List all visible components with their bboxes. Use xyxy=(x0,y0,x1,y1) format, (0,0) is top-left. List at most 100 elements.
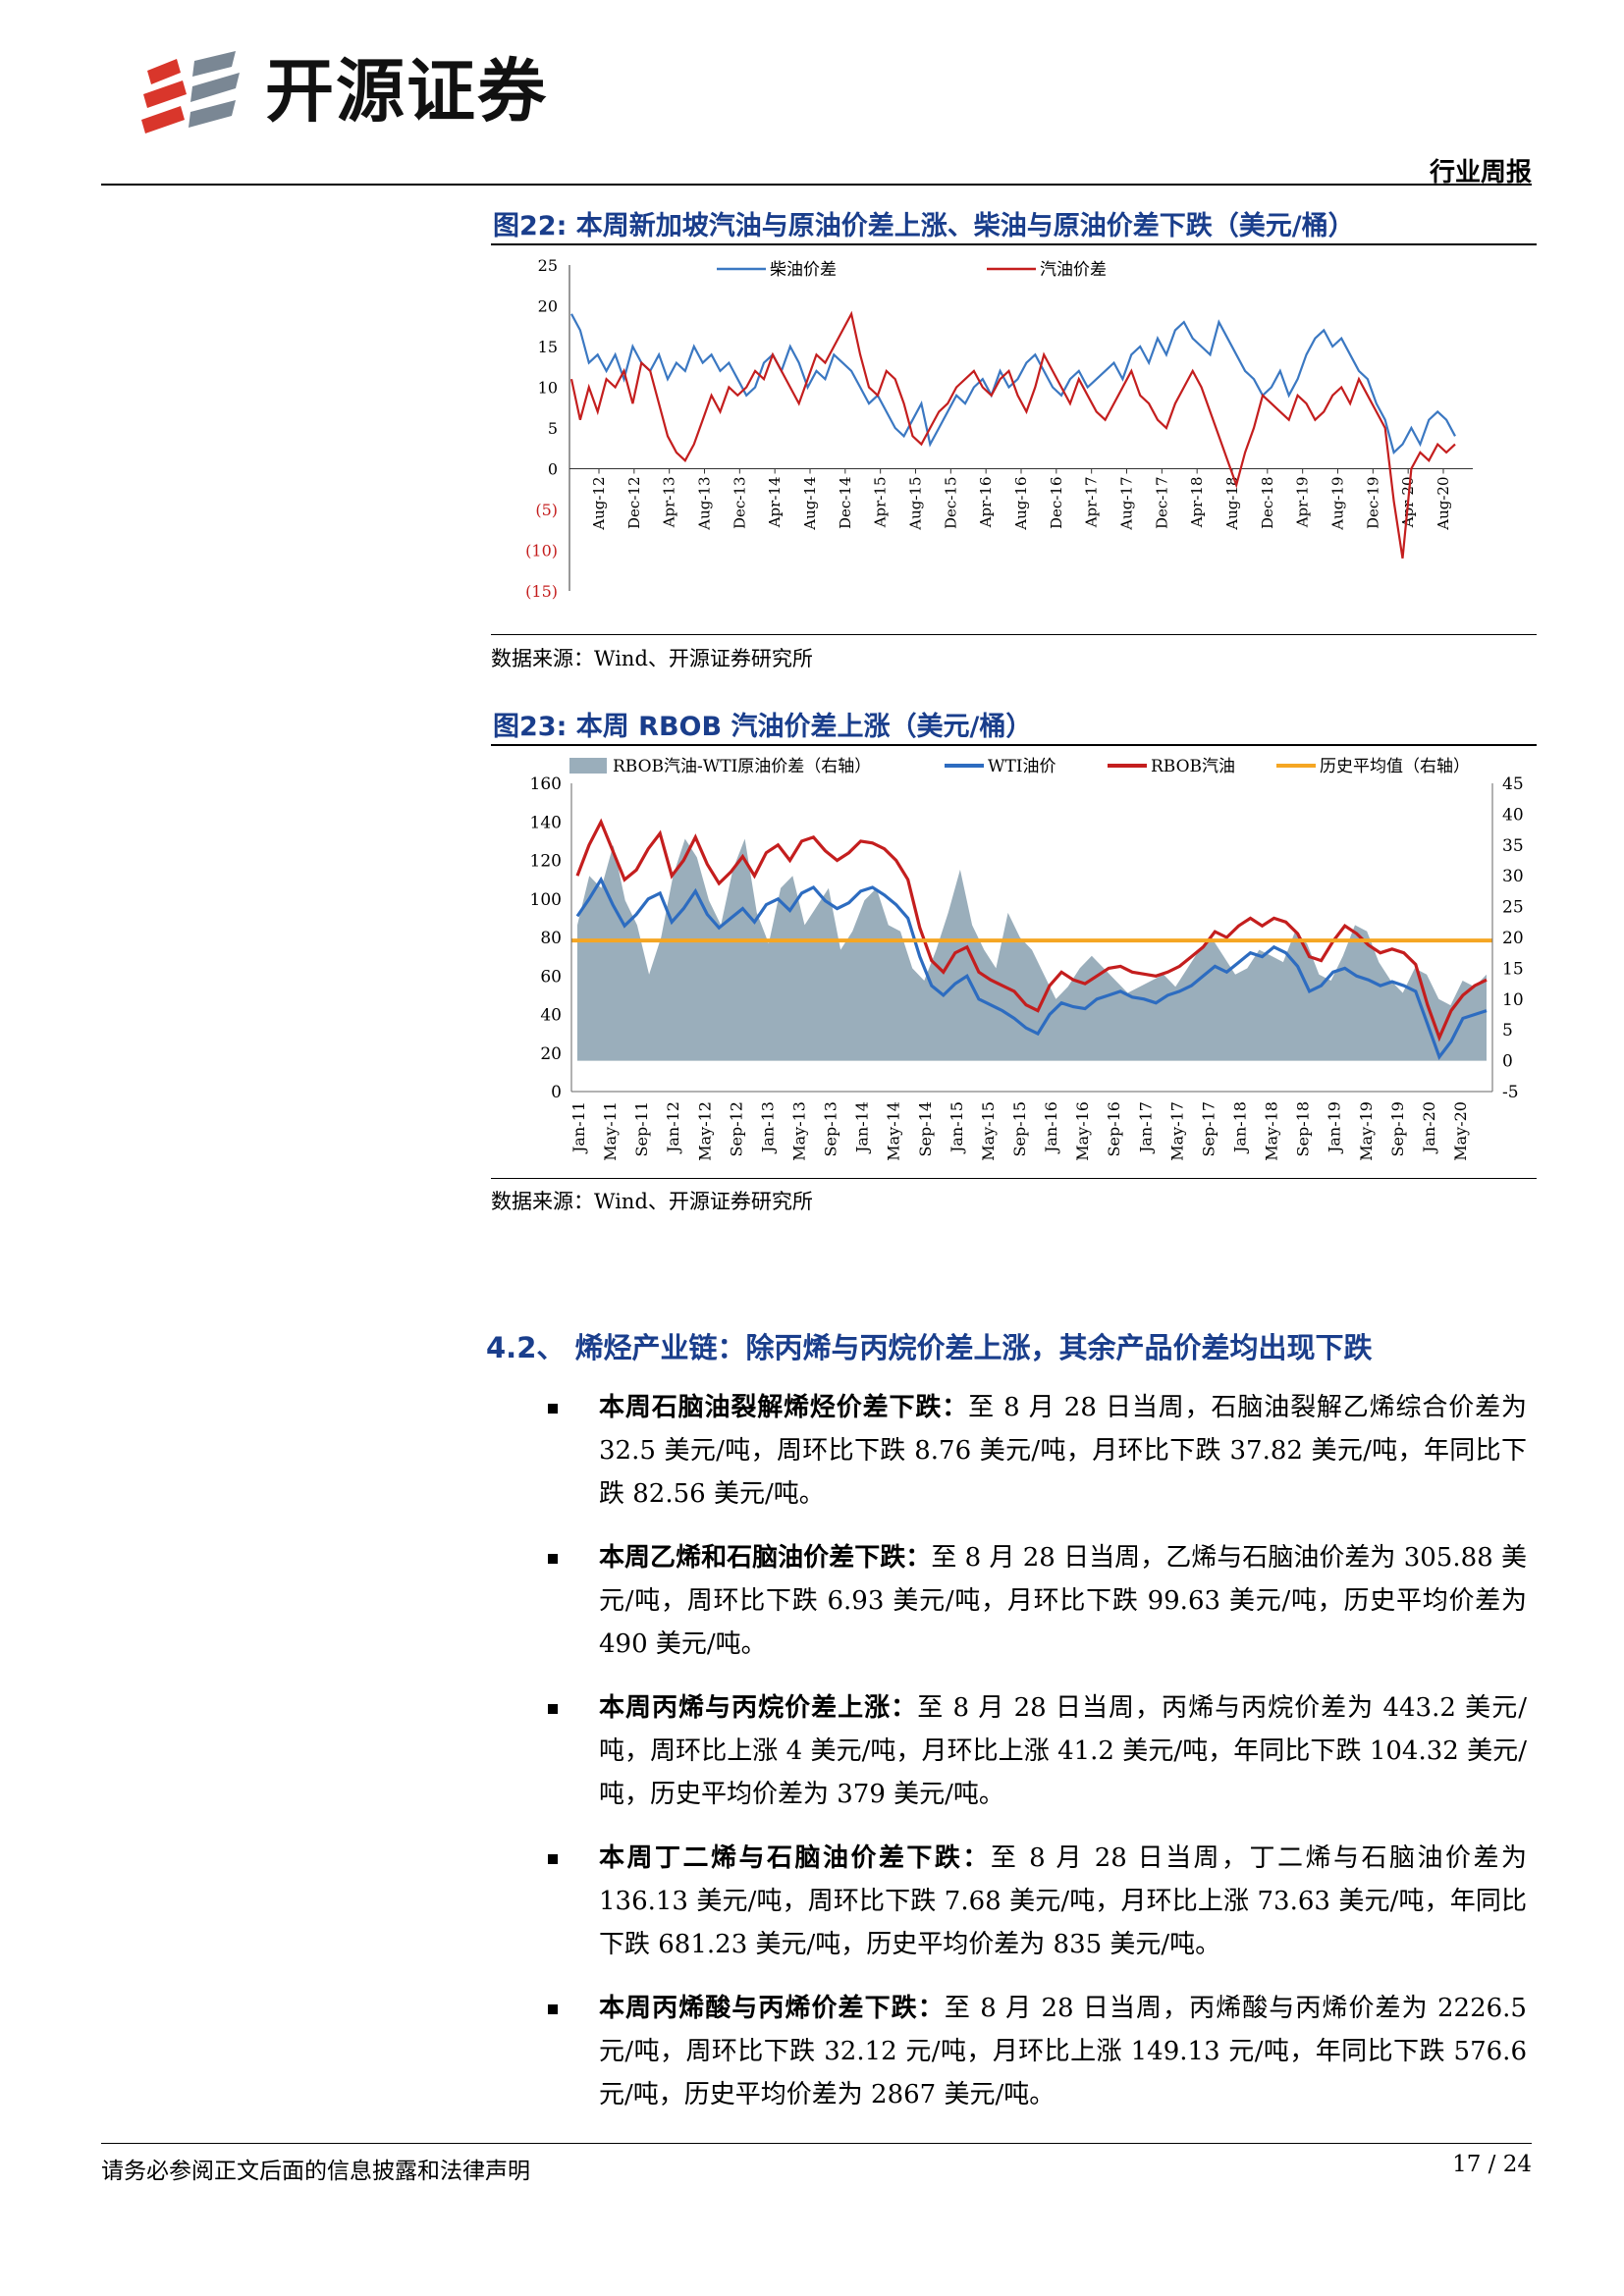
figure-23-top-rule xyxy=(491,744,1537,746)
section-heading: 4.2、 烯烃产业链：除丙烯与丙烷价差上涨，其余产品价差均出现下跌 xyxy=(486,1331,1373,1364)
y-tick-label: 0 xyxy=(548,460,558,479)
x-tick-label: May-19 xyxy=(1357,1101,1376,1161)
x-tick-label: Dec-12 xyxy=(625,477,643,529)
bullet-paragraph-3: 本周丙烯与丙烷价差上涨：至 8 月 28 日当周，丙烯与丙烷价差为 443.2 … xyxy=(599,1686,1527,1816)
y-tick-label: 25 xyxy=(538,256,558,275)
y-tick-label-left: 120 xyxy=(530,852,562,872)
x-tick-label: Sep-13 xyxy=(822,1101,840,1156)
legend-label: 历史平均值（右轴） xyxy=(1320,757,1470,776)
bullet-marker xyxy=(548,2004,558,2014)
y-tick-label-right: 45 xyxy=(1502,774,1524,794)
x-tick-label: Aug-16 xyxy=(1012,477,1030,531)
bullet-marker xyxy=(548,1554,558,1564)
x-tick-label: Aug-12 xyxy=(590,477,608,531)
y-tick-label-right: 5 xyxy=(1502,1021,1513,1041)
y-tick-label-right: -5 xyxy=(1502,1083,1519,1102)
x-tick-label: Jan-16 xyxy=(1042,1101,1060,1154)
figure-23-title: 图23: 本周 RBOB 汽油价差上涨（美元/桶） xyxy=(493,712,1033,742)
x-tick-label: Aug-20 xyxy=(1435,477,1452,531)
x-tick-label: Sep-14 xyxy=(916,1101,935,1156)
x-tick-label: Sep-18 xyxy=(1294,1101,1313,1156)
y-tick-label-right: 30 xyxy=(1502,867,1524,886)
legend-label: 汽油价差 xyxy=(1040,260,1107,280)
x-tick-label: May-20 xyxy=(1451,1101,1470,1161)
y-tick-label-right: 35 xyxy=(1502,836,1524,856)
x-tick-label: Aug-18 xyxy=(1223,477,1241,531)
x-tick-label: Aug-13 xyxy=(696,477,714,531)
x-tick-label: Sep-11 xyxy=(632,1101,651,1156)
bullet-5-text: 至 8 月 28 日当周，丙烯酸与丙烯价差为 2226.5 元/吨，周环比下跌 … xyxy=(599,1994,1527,2109)
x-tick-label: Jan-15 xyxy=(947,1101,966,1154)
x-tick-label: Aug-14 xyxy=(801,477,819,531)
x-tick-label: Apr-18 xyxy=(1188,477,1206,529)
y-tick-label: 10 xyxy=(538,379,558,398)
y-tick-label-right: 40 xyxy=(1502,805,1524,825)
legend-label: 柴油价差 xyxy=(770,260,837,280)
footer-divider xyxy=(101,2143,1532,2144)
x-tick-label: Sep-16 xyxy=(1105,1101,1123,1156)
x-tick-label: Jan-17 xyxy=(1136,1101,1155,1154)
x-tick-label: Jan-11 xyxy=(569,1101,588,1154)
bullet-paragraph-1: 本周石脑油裂解烯烃价差下跌：至 8 月 28 日当周，石脑油裂解乙烯综合价差为 … xyxy=(599,1386,1527,1516)
y-tick-label-left: 140 xyxy=(530,813,562,832)
bullet-paragraph-5: 本周丙烯酸与丙烯价差下跌：至 8 月 28 日当周，丙烯酸与丙烯价差为 2226… xyxy=(599,1987,1527,2116)
x-tick-label: Dec-18 xyxy=(1259,477,1276,529)
figure-22-top-rule xyxy=(491,243,1537,245)
x-tick-label: May-16 xyxy=(1073,1101,1092,1161)
x-tick-label: Apr-16 xyxy=(977,476,995,528)
y-tick-label: (10) xyxy=(525,542,558,561)
series-line-wti-price xyxy=(575,876,1488,1061)
brand-logo xyxy=(141,51,240,133)
x-tick-label: Aug-17 xyxy=(1118,477,1136,531)
y-tick-label-right: 20 xyxy=(1502,929,1524,948)
y-tick-label-left: 80 xyxy=(540,929,562,948)
y-tick-label-left: 60 xyxy=(540,967,562,987)
x-tick-label: Dec-19 xyxy=(1364,477,1381,529)
y-tick-label: 5 xyxy=(548,419,558,438)
bullet-5-lead: 本周丙烯酸与丙烯价差下跌： xyxy=(599,1994,945,2023)
report-type-label: 行业周报 xyxy=(1429,158,1532,187)
x-tick-label: Apr-13 xyxy=(661,477,678,529)
x-tick-label: Dec-17 xyxy=(1153,477,1170,529)
y-tick-label-left: 100 xyxy=(530,890,562,910)
y-tick-label-right: 0 xyxy=(1502,1052,1513,1072)
x-tick-label: May-18 xyxy=(1263,1101,1281,1161)
figure-22-title: 图22: 本周新加坡汽油与原油价差上涨、柴油与原油价差下跌（美元/桶） xyxy=(493,211,1355,241)
x-tick-label: Jan-14 xyxy=(853,1101,872,1154)
bullet-1-text: 至 8 月 28 日当周，石脑油裂解乙烯综合价差为 32.5 美元/吨，周环比下… xyxy=(599,1393,1527,1509)
x-tick-label: Dec-16 xyxy=(1048,477,1065,529)
bullet-3-text: 至 8 月 28 日当周，丙烯与丙烷价差为 443.2 美元/吨，周环比上涨 4… xyxy=(599,1693,1527,1809)
bullet-4-text: 至 8 月 28 日当周，丁二烯与石脑油价差为 136.13 美元/吨，周环比下… xyxy=(599,1843,1527,1959)
x-tick-label: Jan-20 xyxy=(1420,1101,1438,1154)
brand-name: 开源证券 xyxy=(265,51,548,132)
legend-label: WTI油价 xyxy=(988,757,1056,776)
y-tick-label-right: 25 xyxy=(1502,898,1524,918)
x-tick-label: Aug-15 xyxy=(907,477,925,531)
footer-disclaimer: 请务必参阅正文后面的信息披露和法律声明 xyxy=(101,2159,530,2184)
x-tick-label: Sep-12 xyxy=(727,1101,745,1156)
x-tick-label: Dec-13 xyxy=(731,477,748,529)
x-tick-label: Aug-19 xyxy=(1329,477,1347,531)
x-tick-label: Jan-13 xyxy=(758,1101,777,1154)
x-tick-label: May-15 xyxy=(979,1101,998,1161)
x-tick-label: Sep-19 xyxy=(1388,1101,1407,1156)
x-tick-label: May-13 xyxy=(790,1101,809,1161)
bullet-3-lead: 本周丙烯与丙烷价差上涨： xyxy=(599,1693,918,1723)
y-tick-label-left: 160 xyxy=(530,774,562,794)
figure-23-bottom-rule xyxy=(491,1178,1537,1179)
y-tick-label-left: 40 xyxy=(540,1006,562,1026)
figure-22-chart: 25 20 15 10 5 0 (5) (10) (15) Aug-12 Dec-12 Apr-13 A… xyxy=(525,256,1473,601)
bullet-marker xyxy=(548,1704,558,1714)
bullet-marker xyxy=(548,1854,558,1864)
x-tick-label: Jan-12 xyxy=(664,1101,682,1154)
x-tick-label: May-11 xyxy=(601,1101,620,1161)
bullet-4-lead: 本周丁二烯与石脑油价差下跌： xyxy=(599,1843,991,1873)
bullet-1-lead: 本周石脑油裂解烯烃价差下跌： xyxy=(599,1393,969,1422)
header-divider xyxy=(101,184,1532,186)
figure-23-source: 数据来源：Wind、开源证券研究所 xyxy=(491,1190,813,1213)
y-tick-label-right: 10 xyxy=(1502,990,1524,1010)
y-tick-label: 15 xyxy=(538,338,558,356)
x-tick-label: Sep-15 xyxy=(1010,1101,1029,1156)
x-tick-label: Apr-15 xyxy=(872,477,890,529)
y-tick-label: (5) xyxy=(535,501,558,519)
